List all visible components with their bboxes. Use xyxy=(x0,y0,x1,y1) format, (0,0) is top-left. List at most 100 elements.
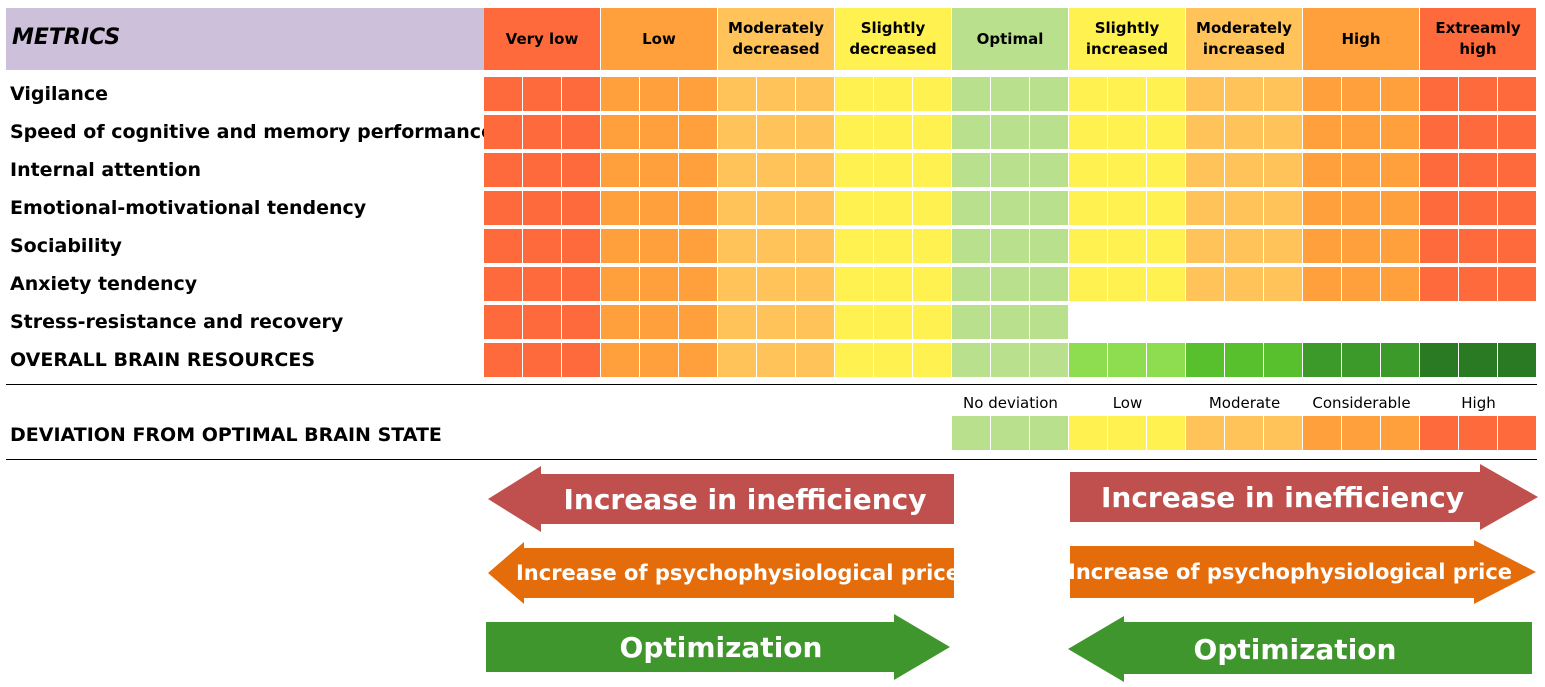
scale-cell xyxy=(952,305,990,339)
scale-cell xyxy=(679,229,717,263)
scale-cell xyxy=(835,267,873,301)
scale-cell xyxy=(796,343,834,377)
scale-cell xyxy=(523,77,561,111)
scale-cell xyxy=(1303,191,1341,225)
scale-cell xyxy=(796,267,834,301)
deviation-cell xyxy=(1147,416,1185,450)
scale-cell xyxy=(1030,77,1068,111)
left-optimization-label: Optimization xyxy=(619,630,823,664)
scale-cell xyxy=(601,229,639,263)
scale-cell xyxy=(1342,343,1380,377)
scale-cell xyxy=(640,343,678,377)
level-header-slightly-decreased: Slightly decreased xyxy=(835,8,952,70)
scale-cell xyxy=(1498,229,1536,263)
scale-cell xyxy=(874,229,912,263)
scale-cell xyxy=(757,191,795,225)
scale-cell xyxy=(874,153,912,187)
scale-cell xyxy=(913,229,951,263)
scale-cell xyxy=(952,229,990,263)
scale-cell xyxy=(679,191,717,225)
deviation-level-label: Low xyxy=(1112,394,1143,412)
scale-cell xyxy=(523,229,561,263)
metric-label: Speed of cognitive and memory performanc… xyxy=(10,121,494,143)
scale-cell xyxy=(718,267,756,301)
scale-cell xyxy=(1069,267,1107,301)
deviation-cell xyxy=(991,416,1029,450)
scale-cell xyxy=(601,343,639,377)
scale-cell xyxy=(1264,229,1302,263)
level-header-high: High xyxy=(1303,8,1420,70)
scale-cell xyxy=(679,305,717,339)
scale-cell xyxy=(1108,153,1146,187)
deviation-cell xyxy=(1342,416,1380,450)
scale-cell xyxy=(562,115,600,149)
scale-cell xyxy=(1147,229,1185,263)
metric-scale-row xyxy=(484,267,1537,301)
scale-cell xyxy=(913,305,951,339)
scale-cell xyxy=(1420,191,1458,225)
scale-cell xyxy=(991,343,1029,377)
scale-cell xyxy=(1147,267,1185,301)
scale-cell xyxy=(562,229,600,263)
scale-cell xyxy=(640,191,678,225)
metrics-header-label: METRICS xyxy=(12,25,121,50)
scale-cell xyxy=(484,229,522,263)
scale-cell xyxy=(679,267,717,301)
metric-scale-row xyxy=(484,153,1537,187)
scale-cell xyxy=(601,115,639,149)
scale-cell xyxy=(523,305,561,339)
scale-cell xyxy=(1030,267,1068,301)
scale-cell xyxy=(1225,153,1263,187)
scale-cell xyxy=(484,153,522,187)
scale-cell xyxy=(757,267,795,301)
metric-label: Anxiety tendency xyxy=(10,273,198,295)
scale-cell xyxy=(1498,191,1536,225)
scale-cell xyxy=(1225,229,1263,263)
scale-cell xyxy=(1381,267,1419,301)
scale-cell xyxy=(1459,267,1497,301)
scale-cell xyxy=(835,191,873,225)
scale-cell xyxy=(991,77,1029,111)
scale-cell xyxy=(952,115,990,149)
deviation-cell xyxy=(1498,416,1536,450)
scale-cell xyxy=(1225,77,1263,111)
deviation-scale xyxy=(952,416,1537,450)
scale-cell xyxy=(1147,191,1185,225)
scale-cell xyxy=(1303,115,1341,149)
scale-cell xyxy=(952,343,990,377)
scale-cell xyxy=(484,115,522,149)
scale-cell xyxy=(640,267,678,301)
scale-cell xyxy=(757,77,795,111)
scale-cell xyxy=(1108,191,1146,225)
scale-cell xyxy=(1420,229,1458,263)
metric-label: Emotional-motivational tendency xyxy=(10,197,367,219)
scale-cell xyxy=(718,343,756,377)
level-header-low: Low xyxy=(601,8,718,70)
deviation-cell xyxy=(1381,416,1419,450)
scale-cell xyxy=(1225,343,1263,377)
scale-cell xyxy=(484,343,522,377)
scale-cell xyxy=(796,191,834,225)
deviation-level-label: Moderate xyxy=(1208,394,1281,412)
scale-cell xyxy=(562,191,600,225)
scale-cell xyxy=(718,305,756,339)
scale-cell xyxy=(1147,343,1185,377)
scale-cell xyxy=(1459,343,1497,377)
deviation-cell xyxy=(952,416,990,450)
scale-cell xyxy=(757,115,795,149)
metric-scale-row xyxy=(484,343,1537,377)
scale-cell xyxy=(913,191,951,225)
scale-cell xyxy=(640,229,678,263)
scale-cell xyxy=(1147,115,1185,149)
scale-cell xyxy=(1381,343,1419,377)
scale-cell xyxy=(1264,115,1302,149)
scale-cell xyxy=(1186,267,1224,301)
scale-cell xyxy=(1459,229,1497,263)
left-price-arrow xyxy=(488,542,954,604)
scale-cell xyxy=(718,77,756,111)
scale-cell xyxy=(1030,305,1068,339)
scale-cell xyxy=(1108,343,1146,377)
metric-scale-row xyxy=(484,115,1537,149)
scale-cell xyxy=(874,115,912,149)
